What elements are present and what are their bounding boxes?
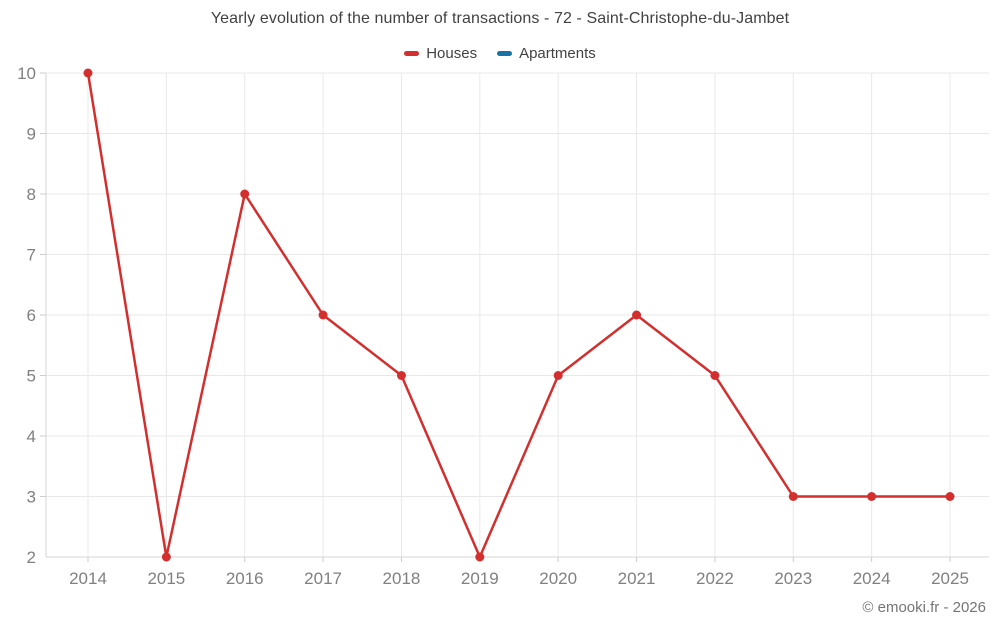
houses-data-point[interactable] — [632, 310, 642, 320]
x-axis-tick-label: 2019 — [461, 569, 499, 588]
legend-label-apartments: Apartments — [519, 45, 596, 62]
x-axis-tick-label: 2018 — [383, 569, 421, 588]
houses-series-swatch — [404, 51, 420, 56]
x-axis-tick-label: 2014 — [69, 569, 107, 588]
legend-item-apartments[interactable]: Apartments — [497, 45, 596, 62]
x-axis-tick-label: 2021 — [618, 569, 656, 588]
houses-series-line — [86, 71, 952, 559]
x-axis-tick-label: 2015 — [147, 569, 185, 588]
houses-data-point[interactable] — [788, 492, 798, 501]
houses-data-point[interactable] — [161, 552, 171, 562]
footer-credit: © emooki.fr - 2026 — [862, 599, 986, 616]
x-axis-tick-label: 2017 — [304, 569, 342, 588]
houses-data-point[interactable] — [396, 371, 406, 380]
houses-data-point[interactable] — [318, 310, 328, 320]
legend-label-houses: Houses — [426, 45, 478, 62]
legend-item-houses[interactable]: Houses — [404, 45, 477, 62]
y-axis-tick-label: 10 — [17, 64, 36, 83]
x-axis-tick-label: 2022 — [696, 569, 734, 588]
y-axis-tick-label: 6 — [27, 306, 36, 325]
x-axis-tick-label: 2025 — [931, 569, 969, 588]
apartments-series-swatch — [497, 51, 513, 56]
y-axis-tick-label: 2 — [27, 548, 36, 567]
y-axis-tick-label: 8 — [27, 185, 36, 204]
houses-data-point[interactable] — [710, 371, 720, 380]
legend: Houses Apartments — [0, 45, 1000, 62]
houses-data-point[interactable] — [945, 492, 955, 501]
y-axis-tick-label: 9 — [27, 125, 36, 144]
x-axis-tick-label: 2023 — [774, 569, 812, 588]
y-axis-tick-label: 5 — [27, 367, 36, 386]
y-axis-tick-label: 3 — [27, 488, 36, 507]
houses-data-point[interactable] — [553, 371, 563, 380]
chart-title: Yearly evolution of the number of transa… — [210, 10, 790, 27]
houses-data-point[interactable] — [867, 492, 877, 501]
y-axis-tick-label: 7 — [27, 246, 36, 265]
houses-data-point[interactable] — [475, 552, 485, 562]
y-axis-tick-label: 4 — [27, 427, 36, 446]
houses-data-point[interactable] — [240, 189, 250, 199]
x-axis-tick-label: 2024 — [853, 569, 891, 588]
x-axis-tick-label: 2016 — [226, 569, 264, 588]
x-axis-tick-label: 2020 — [539, 569, 577, 588]
houses-data-point[interactable] — [83, 68, 93, 78]
